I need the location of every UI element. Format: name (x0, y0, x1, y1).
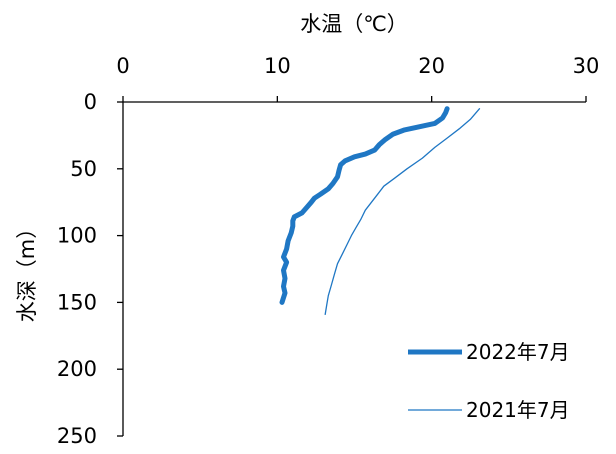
y-tick-label-4: 200 (57, 357, 97, 381)
y-tick-label-0: 0 (84, 90, 97, 114)
y-tick-label-1: 50 (70, 157, 97, 181)
y-tick-label-2: 100 (57, 224, 97, 248)
x-axis-title: 水温（℃） (300, 12, 408, 36)
y-tick-label-3: 150 (57, 290, 97, 314)
series-line-0 (279, 106, 450, 305)
x-tick-label-1: 10 (264, 54, 291, 78)
series-line-1 (324, 108, 481, 316)
y-ticks: 0 50 100 150 200 250 (57, 90, 123, 448)
x-ticks: 0 10 20 30 (116, 54, 599, 102)
legend-label-0: 2022年7月 (466, 340, 570, 364)
legend-label-1: 2021年7月 (466, 398, 570, 422)
legend: 2022年7月 2021年7月 (408, 340, 570, 422)
y-tick-label-5: 250 (57, 424, 97, 448)
x-tick-label-2: 20 (418, 54, 445, 78)
series-layer (279, 106, 481, 316)
y-axis-title: 水深（m） (15, 218, 39, 322)
x-tick-label-0: 0 (116, 54, 129, 78)
x-tick-label-3: 30 (573, 54, 600, 78)
